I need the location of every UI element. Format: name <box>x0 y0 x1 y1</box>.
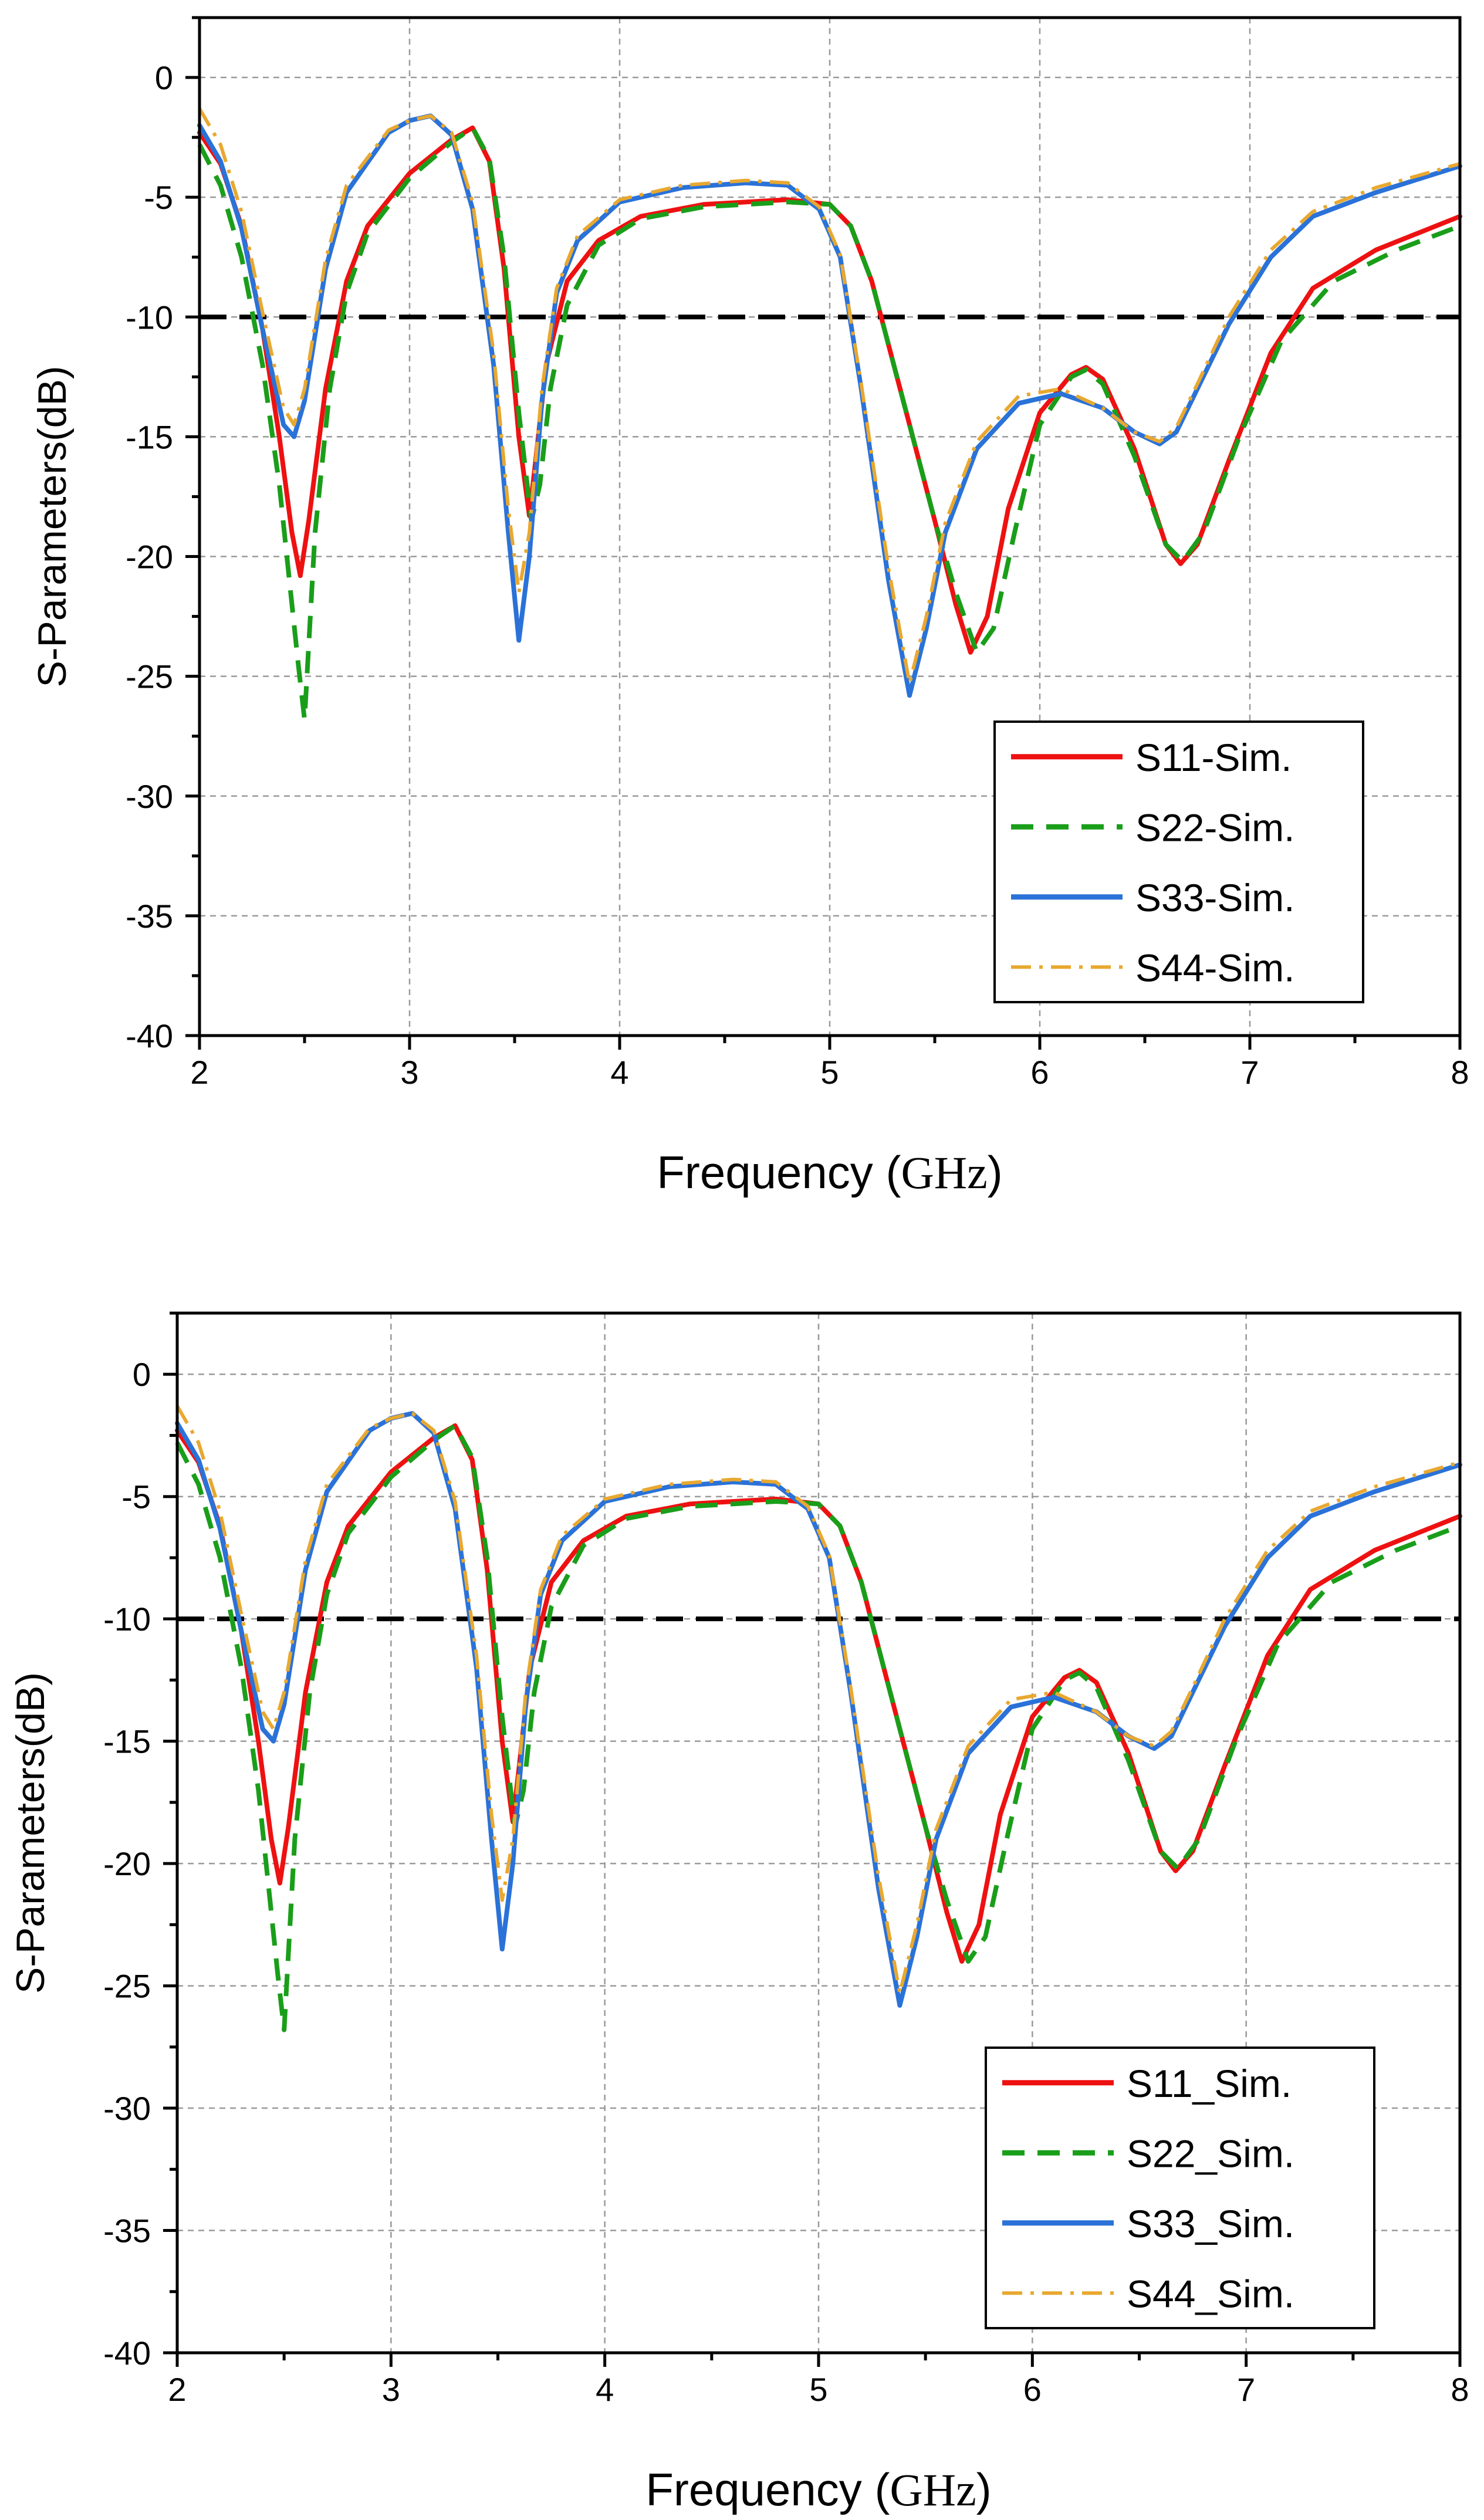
x-tick-label: 7 <box>1240 1054 1259 1091</box>
x-tick-label: 8 <box>1451 2371 1469 2408</box>
y-tick-label: -15 <box>126 418 173 455</box>
legend-label: S11-Sim. <box>1135 736 1292 779</box>
y-tick-label: -30 <box>103 2090 151 2127</box>
x-tick-label: 8 <box>1451 1054 1469 1091</box>
x-axis-label-unit: GHz <box>901 1147 987 1198</box>
x-tick-label: 5 <box>820 1054 839 1091</box>
legend-label: S33_Sim. <box>1127 2202 1294 2245</box>
y-tick-label: -25 <box>126 658 173 695</box>
chart-panel-1: 2 3 4 5 6 7 8 0 -5 -10 -15 -20 -25 -30 -35 -40 Frequency… <box>30 16 1469 1198</box>
legend-box <box>985 2047 1375 2329</box>
y-tick-label: -35 <box>103 2213 151 2250</box>
y-tick-label: -20 <box>126 539 173 576</box>
legend-label: S22-Sim. <box>1135 806 1294 849</box>
series-line-s22-sim <box>175 1423 1461 2032</box>
x-tick-label: 4 <box>596 2371 614 2408</box>
legend: S11_Sim. S22_Sim. S33_Sim. S44_Sim. <box>985 2047 1375 2329</box>
legend-label: S11_Sim. <box>1127 2062 1292 2105</box>
x-axis-label-unit: GHz <box>890 2464 976 2515</box>
x-axis-label-text: Frequency <box>657 1146 873 1198</box>
series-line-s22-sim <box>197 125 1461 722</box>
legend-label: S22_Sim. <box>1127 2132 1294 2175</box>
x-axis-label-open-paren: ( <box>873 1146 901 1198</box>
x-tick-label: 5 <box>809 2371 827 2408</box>
y-axis: 0 -5 -10 -15 -20 -25 -30 -35 -40 <box>103 1311 177 2372</box>
x-axis-label-close-paren: ) <box>976 2464 992 2515</box>
y-tick-label: -5 <box>121 1479 151 1516</box>
legend-label: S44-Sim. <box>1135 946 1294 989</box>
y-axis-label: S-Parameters(dB) <box>8 1672 53 1994</box>
y-axis: 0 -5 -10 -15 -20 -25 -30 -35 -40 <box>126 16 200 1054</box>
y-tick-label: 0 <box>133 1356 151 1393</box>
x-tick-label: 6 <box>1023 2371 1042 2408</box>
y-tick-label: -20 <box>103 1845 151 1882</box>
y-tick-label: -30 <box>126 778 173 815</box>
x-axis-label-close-paren: ) <box>988 1146 1003 1198</box>
series-line-s44-sim <box>198 107 1461 685</box>
y-tick-label: -40 <box>103 2335 151 2372</box>
x-axis-label: Frequency (GHz) <box>657 1146 1002 1198</box>
x-axis: 2 3 4 5 6 7 8 <box>168 2353 1469 2408</box>
y-tick-label: -35 <box>126 898 173 935</box>
series-group <box>197 107 1462 722</box>
x-tick-label: 2 <box>190 1054 208 1091</box>
x-tick-label: 7 <box>1237 2371 1255 2408</box>
y-tick-label: -15 <box>103 1723 151 1760</box>
x-axis-label: Frequency (GHz) <box>645 2464 991 2515</box>
y-tick-label: -5 <box>144 179 173 216</box>
x-tick-label: 2 <box>168 2371 186 2408</box>
y-axis-label: S-Parameters(dB) <box>30 366 75 688</box>
y-tick-label: -10 <box>126 299 173 336</box>
x-tick-label: 6 <box>1030 1054 1049 1091</box>
y-tick-label: -25 <box>103 1968 151 2005</box>
x-tick-label: 3 <box>382 2371 400 2408</box>
x-tick-label: 3 <box>400 1054 418 1091</box>
x-axis-label-open-paren: ( <box>862 2464 890 2515</box>
chart-panel-2: 2 3 4 5 6 7 8 0 -5 -10 -15 -20 -25 -30 -35 -40 Frequency… <box>8 1311 1469 2515</box>
x-tick-label: 4 <box>610 1054 628 1091</box>
x-axis: 2 3 4 5 6 7 8 <box>190 1036 1469 1091</box>
y-tick-label: -10 <box>103 1601 151 1638</box>
x-axis-label-text: Frequency <box>645 2464 862 2515</box>
legend-box <box>993 721 1364 1003</box>
legend: S11-Sim. S22-Sim. S33-Sim. S44-Sim. <box>993 721 1364 1003</box>
y-tick-label: 0 <box>155 59 173 96</box>
series-group <box>175 1405 1462 2032</box>
series-line-s33-sim <box>175 1410 1462 2008</box>
legend-label: S44_Sim. <box>1127 2272 1294 2315</box>
series-line-s44-sim <box>175 1405 1461 1995</box>
y-tick-label: -40 <box>126 1017 173 1054</box>
legend-label: S33-Sim. <box>1135 876 1294 919</box>
